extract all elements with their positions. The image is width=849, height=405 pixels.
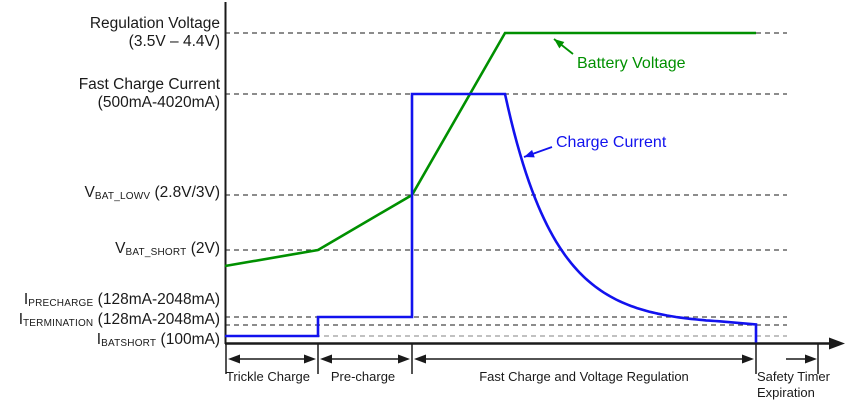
y-label-vbat-short-value: (2V) — [186, 240, 220, 257]
y-label-itermination-symbol: I — [18, 311, 23, 328]
y-label-regulation-voltage-line2: (3.5V – 4.4V) — [128, 33, 220, 50]
y-label-itermination-value: (128mA-2048mA) — [93, 311, 220, 328]
y-label-vbat-lowv-subscript: BAT_LOWV — [94, 191, 151, 202]
y-label-iprecharge-subscript: PRECHARGE — [28, 298, 94, 309]
charge-current-curve-label: Charge Current — [556, 134, 667, 151]
y-label-vbat-short: VBAT_SHORT (2V) — [115, 240, 220, 261]
phase-label-pre-charge: Pre-charge — [330, 369, 396, 384]
phase-arrow-left-head-0 — [228, 354, 240, 364]
y-label-iprecharge-symbol: I — [23, 291, 29, 308]
phase-label-safety-timer-expiration: Safety Timer Expiration — [757, 369, 830, 401]
y-label-vbat-short-symbol: V — [115, 240, 126, 257]
y-label-vbat-lowv-symbol: V — [84, 184, 95, 201]
phase-arrow-right-head-2 — [742, 354, 754, 364]
phase-arrow-right-head-0 — [304, 354, 316, 364]
y-label-iprecharge-value: (128mA-2048mA) — [93, 291, 220, 308]
y-label-fast-charge-current-line2: (500mA-4020mA) — [97, 94, 220, 111]
phase-arrow-left-head-1 — [320, 354, 332, 364]
phase-arrow-right-head-1 — [398, 354, 410, 364]
phase-label-trickle-charge: Trickle Charge — [225, 369, 311, 384]
y-label-ibatshort-value: (100mA) — [156, 331, 220, 348]
y-label-ibatshort: IBATSHORT (100mA) — [97, 331, 220, 352]
y-label-itermination-subscript: TERMINATION — [23, 318, 94, 329]
phase-label-safety-timer-line1: Safety Timer — [757, 369, 830, 384]
battery-voltage-curve-label: Battery Voltage — [577, 55, 686, 72]
y-label-fast-charge-current: Fast Charge Current (500mA-4020mA) — [79, 76, 220, 112]
annotation-arrowhead-1 — [524, 149, 535, 158]
time-axis-arrowhead — [829, 337, 845, 350]
y-label-ibatshort-subscript: BATSHORT — [101, 338, 157, 349]
phase-arrow-right-head-3 — [805, 354, 817, 364]
phase-label-fast-charge-voltage-regulation: Fast Charge and Voltage Regulation — [479, 369, 689, 384]
phase-label-safety-timer-line2: Expiration — [757, 385, 815, 400]
charge-current-curve — [225, 92, 758, 343]
y-label-vbat-short-subscript: BAT_SHORT — [125, 247, 187, 258]
y-label-fast-charge-current-line1: Fast Charge Current — [78, 76, 220, 93]
y-label-vbat-lowv: VBAT_LOWV (2.8V/3V) — [85, 184, 220, 205]
y-label-iprecharge: IPRECHARGE (128mA-2048mA) — [24, 291, 220, 312]
annotation-arrowhead-0 — [554, 39, 565, 49]
y-label-vbat-lowv-value: (2.8V/3V) — [150, 184, 220, 201]
y-label-ibatshort-symbol: I — [96, 331, 102, 348]
y-label-regulation-voltage: Regulation Voltage (3.5V – 4.4V) — [90, 15, 220, 51]
y-label-itermination: ITERMINATION (128mA-2048mA) — [19, 311, 220, 332]
phase-arrow-left-head-2 — [414, 354, 426, 364]
y-label-regulation-voltage-line1: Regulation Voltage — [89, 15, 220, 32]
